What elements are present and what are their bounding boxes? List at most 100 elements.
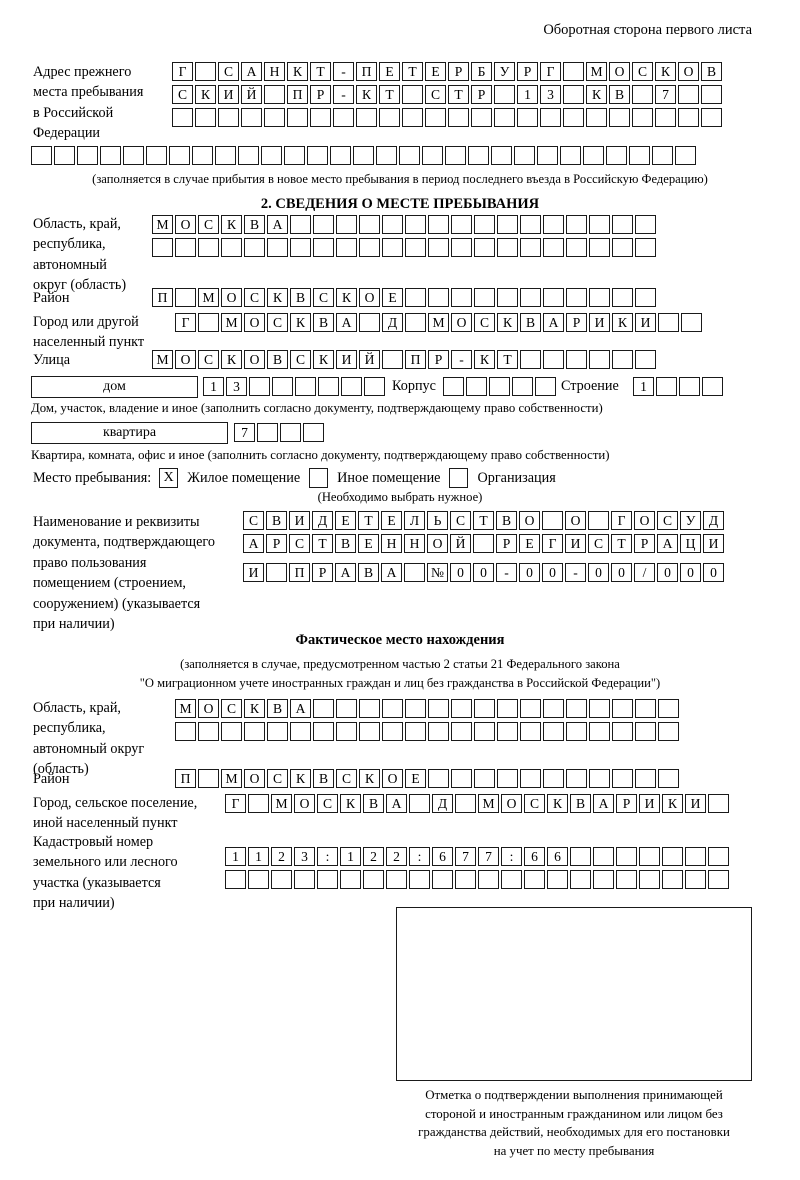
actual-region-r1-cell-4[interactable]: К: [244, 699, 265, 718]
section2-city-cell-2[interactable]: [198, 313, 219, 332]
prev-address-r3-cell-5[interactable]: [264, 108, 285, 127]
prev-address-r1-cell-1[interactable]: Г: [172, 62, 193, 81]
section2-city-cell-8[interactable]: А: [336, 313, 357, 332]
prev-address-r3-cell-23[interactable]: [678, 108, 699, 127]
section2-region-r1-cell-15[interactable]: [474, 215, 495, 234]
cadastral-r1-cell-21[interactable]: [685, 847, 706, 866]
actual-city-cell-22[interactable]: [708, 794, 729, 813]
document-r1-cell-12[interactable]: В: [496, 511, 517, 530]
prev-address-r4-cell-29[interactable]: [675, 146, 696, 165]
house-cell-3[interactable]: [249, 377, 270, 396]
actual-region-r1-cell-15[interactable]: [497, 699, 518, 718]
prev-address-r2-cell-2[interactable]: К: [195, 85, 216, 104]
section2-street-cell-22[interactable]: [635, 350, 656, 369]
cadastral-r1-cell-15[interactable]: 6: [547, 847, 568, 866]
section2-region-r1-cell-10[interactable]: [359, 215, 380, 234]
document-r3-cell-2[interactable]: [266, 563, 287, 582]
actual-region-r2-cell-11[interactable]: [405, 722, 426, 741]
section2-city-cell-22[interactable]: [658, 313, 679, 332]
actual-region-r1-cell-9[interactable]: [359, 699, 380, 718]
section2-region-r2-cell-21[interactable]: [612, 238, 633, 257]
document-r1-cell-9[interactable]: Ь: [427, 511, 448, 530]
section2-street-cell-19[interactable]: [566, 350, 587, 369]
cadastral-r2-cell-19[interactable]: [639, 870, 660, 889]
section2-region-r2-cell-4[interactable]: [221, 238, 242, 257]
document-r2-cell-15[interactable]: И: [565, 534, 586, 553]
prev-address-r1-cell-6[interactable]: К: [287, 62, 308, 81]
actual-region-r2-cell-20[interactable]: [612, 722, 633, 741]
prev-address-r2-cell-20[interactable]: В: [609, 85, 630, 104]
section2-city-cell-6[interactable]: К: [290, 313, 311, 332]
house-cell-7[interactable]: [341, 377, 362, 396]
section2-region-r2-cell-8[interactable]: [313, 238, 334, 257]
document-r3-cell-16[interactable]: 0: [588, 563, 609, 582]
actual-region-r2-cell-15[interactable]: [497, 722, 518, 741]
section2-district-cell-18[interactable]: [543, 288, 564, 307]
section2-region-r2-cell-5[interactable]: [244, 238, 265, 257]
document-r3-cell-10[interactable]: 0: [450, 563, 471, 582]
prev-address-r3-cell-24[interactable]: [701, 108, 722, 127]
cadastral-r1-cell-14[interactable]: 6: [524, 847, 545, 866]
actual-region-r2-cell-5[interactable]: [267, 722, 288, 741]
prev-address-r3-cell-18[interactable]: [563, 108, 584, 127]
actual-district-cell-14[interactable]: [474, 769, 495, 788]
prev-address-r4-cell-19[interactable]: [445, 146, 466, 165]
actual-city-cell-21[interactable]: И: [685, 794, 706, 813]
prev-address-r2-cell-22[interactable]: 7: [655, 85, 676, 104]
prev-address-r2-cell-5[interactable]: [264, 85, 285, 104]
cadastral-r2-cell-13[interactable]: [501, 870, 522, 889]
actual-region-r2-cell-18[interactable]: [566, 722, 587, 741]
prev-address-r1-cell-15[interactable]: У: [494, 62, 515, 81]
prev-address-r2-cell-9[interactable]: К: [356, 85, 377, 104]
document-r1-cell-21[interactable]: Д: [703, 511, 724, 530]
actual-region-r1-cell-20[interactable]: [612, 699, 633, 718]
section2-district-cell-10[interactable]: О: [359, 288, 380, 307]
section2-city-cell-17[interactable]: А: [543, 313, 564, 332]
prev-address-r2-cell-7[interactable]: Р: [310, 85, 331, 104]
document-r3-cell-5[interactable]: А: [335, 563, 356, 582]
actual-district-cell-20[interactable]: [612, 769, 633, 788]
actual-district-cell-1[interactable]: П: [175, 769, 196, 788]
prev-address-r4-cell-7[interactable]: [169, 146, 190, 165]
prev-address-r3-cell-21[interactable]: [632, 108, 653, 127]
prev-address-r4-cell-25[interactable]: [583, 146, 604, 165]
prev-address-r3-cell-6[interactable]: [287, 108, 308, 127]
document-r3-cell-8[interactable]: [404, 563, 425, 582]
checkbox-other-premises[interactable]: [309, 468, 329, 488]
korpus-cell-2[interactable]: [466, 377, 487, 396]
cadastral-r1-cell-17[interactable]: [593, 847, 614, 866]
prev-address-r3-cell-15[interactable]: [494, 108, 515, 127]
document-r3-cell-17[interactable]: 0: [611, 563, 632, 582]
actual-district-cell-18[interactable]: [566, 769, 587, 788]
section2-district-cell-16[interactable]: [497, 288, 518, 307]
prev-address-r2-cell-19[interactable]: К: [586, 85, 607, 104]
prev-address-r1-cell-21[interactable]: С: [632, 62, 653, 81]
actual-district-cell-10[interactable]: О: [382, 769, 403, 788]
document-r2-cell-5[interactable]: В: [335, 534, 356, 553]
actual-region-r1-cell-13[interactable]: [451, 699, 472, 718]
prev-address-r1-cell-22[interactable]: К: [655, 62, 676, 81]
actual-region-r2-cell-4[interactable]: [244, 722, 265, 741]
document-r1-cell-19[interactable]: С: [657, 511, 678, 530]
actual-district-cell-15[interactable]: [497, 769, 518, 788]
flat-cell-4[interactable]: [303, 423, 324, 442]
prev-address-r3-cell-16[interactable]: [517, 108, 538, 127]
document-r3-cell-1[interactable]: И: [243, 563, 264, 582]
section2-region-r2-cell-17[interactable]: [520, 238, 541, 257]
section2-region-r1-cell-12[interactable]: [405, 215, 426, 234]
section2-region-r1-cell-7[interactable]: [290, 215, 311, 234]
actual-region-r2-cell-3[interactable]: [221, 722, 242, 741]
document-r2-cell-18[interactable]: Р: [634, 534, 655, 553]
prev-address-r2-cell-15[interactable]: [494, 85, 515, 104]
prev-address-r2-cell-13[interactable]: Т: [448, 85, 469, 104]
cadastral-r2-cell-14[interactable]: [524, 870, 545, 889]
cadastral-r1-cell-9[interactable]: :: [409, 847, 430, 866]
stroenie-cell-3[interactable]: [679, 377, 700, 396]
actual-city-cell-11[interactable]: [455, 794, 476, 813]
document-r2-cell-2[interactable]: Р: [266, 534, 287, 553]
document-r3-cell-21[interactable]: 0: [703, 563, 724, 582]
prev-address-r4-cell-23[interactable]: [537, 146, 558, 165]
stroenie-cell-1[interactable]: 1: [633, 377, 654, 396]
